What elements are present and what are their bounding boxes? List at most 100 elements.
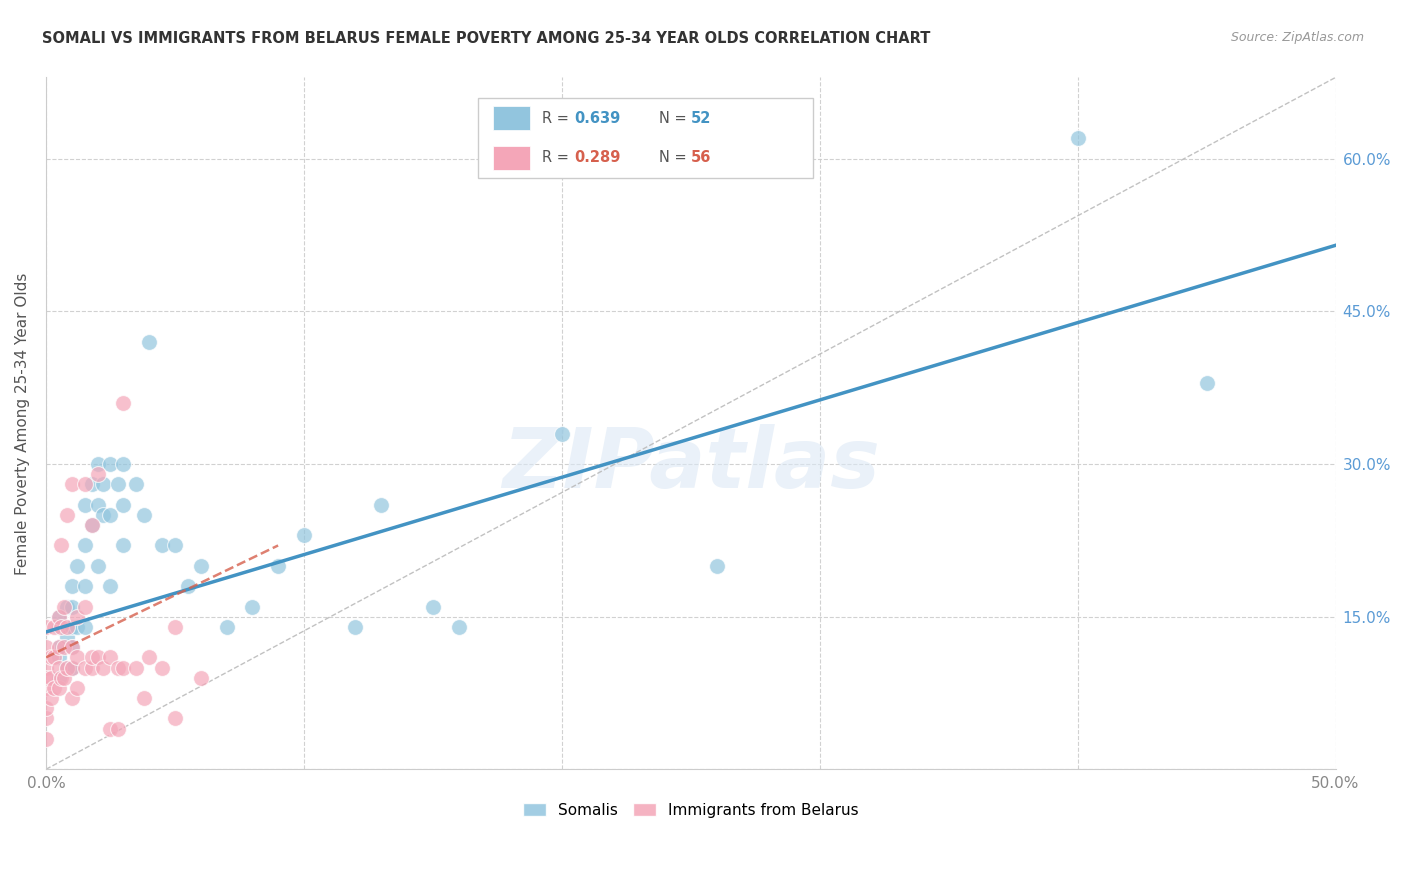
Point <box>107 722 129 736</box>
Point <box>35 711 58 725</box>
Point <box>35 620 58 634</box>
Point <box>82 660 104 674</box>
Point <box>370 498 392 512</box>
Point <box>112 498 135 512</box>
Point <box>150 539 173 553</box>
Point <box>42 620 65 634</box>
Point <box>66 650 89 665</box>
Point <box>55 508 77 522</box>
Point <box>60 660 83 674</box>
Point <box>91 508 114 522</box>
Point <box>35 660 58 674</box>
Point <box>73 539 96 553</box>
Text: 56: 56 <box>690 151 711 165</box>
Point <box>55 620 77 634</box>
Point <box>100 579 122 593</box>
Text: ZIPatlas: ZIPatlas <box>502 425 880 506</box>
Point <box>39 650 62 665</box>
Point <box>48 609 70 624</box>
Point <box>60 640 83 655</box>
Text: N =: N = <box>658 151 690 165</box>
Bar <box>494 146 530 169</box>
Point <box>86 467 108 482</box>
Point <box>1195 376 1218 390</box>
Point <box>163 620 186 634</box>
Point <box>55 660 77 674</box>
Point <box>150 660 173 674</box>
Point <box>132 691 155 706</box>
Point <box>107 477 129 491</box>
Point <box>51 539 73 553</box>
Text: 0.639: 0.639 <box>575 111 621 126</box>
Point <box>138 334 160 349</box>
Point <box>48 640 70 655</box>
Point <box>100 722 122 736</box>
Point <box>100 650 122 665</box>
Point <box>51 620 73 634</box>
Point <box>60 640 83 655</box>
Point <box>39 671 62 685</box>
Point <box>138 650 160 665</box>
Point <box>86 558 108 573</box>
Point <box>344 620 367 634</box>
Point <box>422 599 444 614</box>
Point <box>53 599 76 614</box>
Point <box>48 640 70 655</box>
Text: N =: N = <box>658 111 690 126</box>
Point <box>35 640 58 655</box>
Point <box>51 671 73 685</box>
Point <box>55 599 77 614</box>
Point <box>60 620 83 634</box>
Point <box>112 660 135 674</box>
Point <box>125 660 148 674</box>
Point <box>73 498 96 512</box>
Point <box>177 579 200 593</box>
Point <box>35 681 58 695</box>
Point <box>53 640 76 655</box>
Point <box>86 457 108 471</box>
Text: 52: 52 <box>690 111 711 126</box>
Point <box>48 620 70 634</box>
Point <box>42 681 65 695</box>
Point <box>82 518 104 533</box>
Point <box>73 660 96 674</box>
Point <box>100 508 122 522</box>
Point <box>706 558 728 573</box>
Point <box>35 671 58 685</box>
Point <box>48 609 70 624</box>
Point <box>39 691 62 706</box>
Text: 0.289: 0.289 <box>575 151 621 165</box>
Point <box>163 539 186 553</box>
Text: Source: ZipAtlas.com: Source: ZipAtlas.com <box>1230 31 1364 45</box>
Point <box>292 528 315 542</box>
Point <box>82 477 104 491</box>
Point <box>42 650 65 665</box>
Point <box>447 620 470 634</box>
Point <box>66 620 89 634</box>
Point <box>55 660 77 674</box>
Point <box>60 660 83 674</box>
Y-axis label: Female Poverty Among 25-34 Year Olds: Female Poverty Among 25-34 Year Olds <box>15 272 30 574</box>
Point <box>100 457 122 471</box>
Point <box>163 711 186 725</box>
Point <box>60 691 83 706</box>
Point <box>73 579 96 593</box>
Point <box>55 630 77 644</box>
Point <box>66 681 89 695</box>
Point <box>215 620 238 634</box>
Point <box>48 671 70 685</box>
Point <box>112 539 135 553</box>
Point <box>125 477 148 491</box>
Legend: Somalis, Immigrants from Belarus: Somalis, Immigrants from Belarus <box>516 797 865 824</box>
Point <box>48 660 70 674</box>
Point <box>190 558 212 573</box>
Point <box>73 620 96 634</box>
Point <box>82 518 104 533</box>
Point <box>240 599 263 614</box>
Point <box>48 681 70 695</box>
Point <box>190 671 212 685</box>
Point <box>66 558 89 573</box>
Point <box>48 650 70 665</box>
Point <box>107 660 129 674</box>
Point <box>112 457 135 471</box>
